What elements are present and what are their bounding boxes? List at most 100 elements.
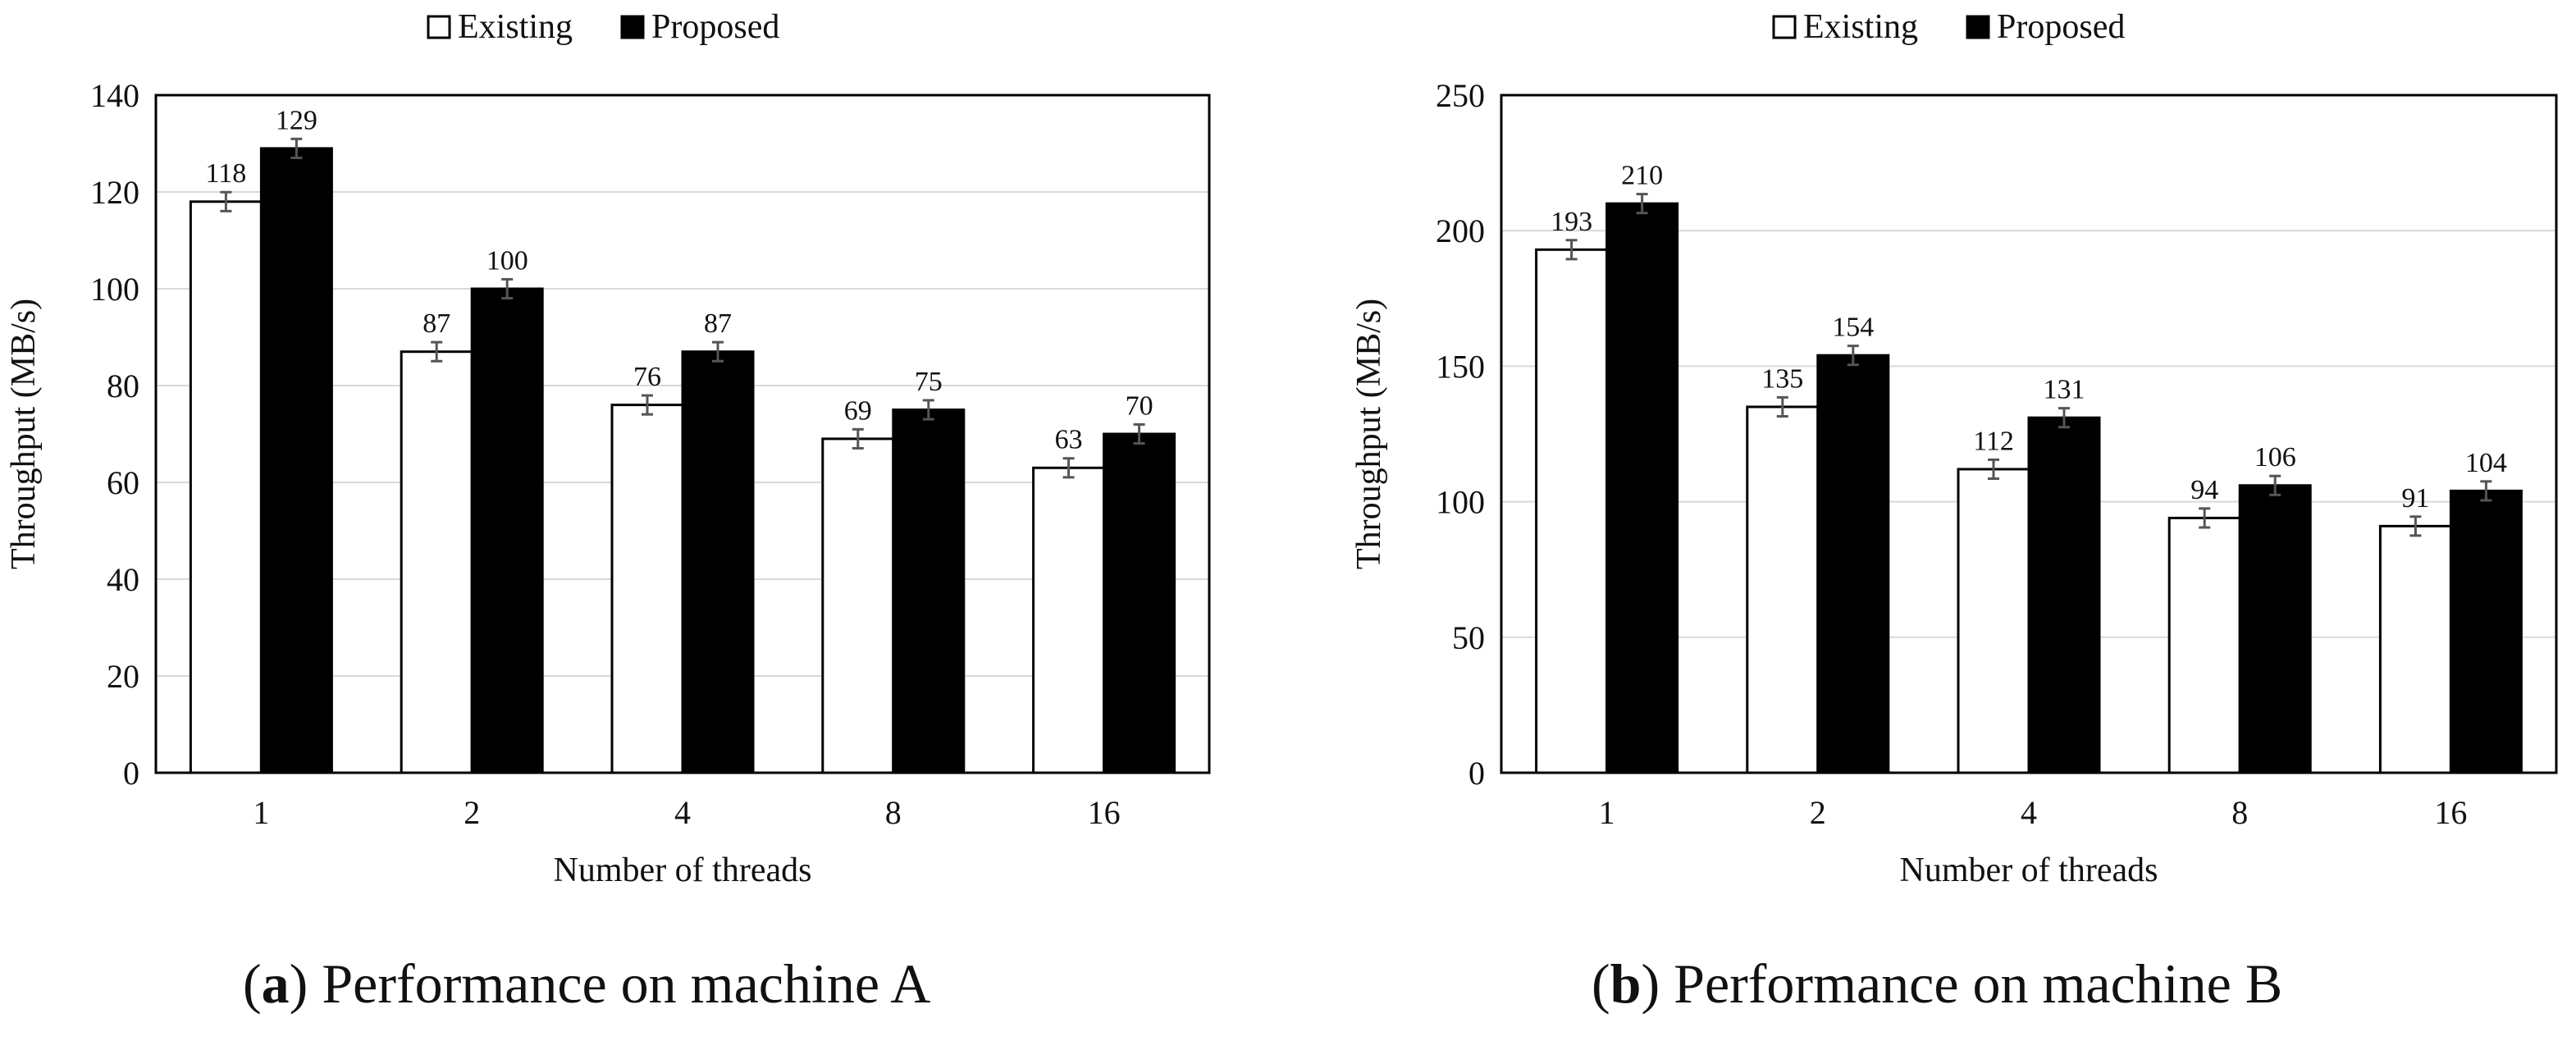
chart-b-y-tick-label: 250 <box>1436 77 1485 114</box>
chart-b-data-label: 91 <box>2401 483 2429 514</box>
chart-b-data-label: 154 <box>1832 313 1874 343</box>
chart-b-y-tick-label: 0 <box>1468 755 1485 792</box>
caption-a-text: Performance on machine A <box>322 952 931 1015</box>
chart-b-x-axis-label: Number of threads <box>1900 852 2158 889</box>
chart-a-y-tick-label: 40 <box>107 561 139 598</box>
chart-b-data-label: 131 <box>2044 375 2085 405</box>
chart-a-error-bar <box>220 190 232 212</box>
chart-b-y-axis-label: Throughput (MB/s) <box>1350 299 1388 569</box>
chart-a-legend-item-proposed: Proposed <box>620 8 779 46</box>
chart-b-legend-label-proposed: Proposed <box>1997 8 2125 46</box>
chart-b-x-tick-label: 1 <box>1599 794 1615 831</box>
chart-a-data-label: 76 <box>633 362 661 392</box>
caption-b-letter: b <box>1610 952 1642 1015</box>
chart-a-x-tick-label: 2 <box>464 794 480 831</box>
chart-b-data-label: 135 <box>1761 363 1803 394</box>
chart-b-x-tick-label: 2 <box>1810 794 1826 831</box>
chart-a-plot-frame <box>154 94 1211 774</box>
chart-a-error-bar <box>290 137 303 159</box>
chart-b-error-bar <box>2199 507 2211 529</box>
chart-a-legend-label-existing: Existing <box>458 8 573 46</box>
chart-a-legend: Existing Proposed <box>427 8 779 46</box>
chart-b-legend-swatch-existing <box>1772 15 1797 39</box>
caption-b-text: Performance on machine B <box>1674 952 2283 1015</box>
chart-b-error-bar <box>2058 407 2070 429</box>
chart-b-bar-proposed <box>2027 416 2101 774</box>
chart-a-y-tick-label: 100 <box>90 271 139 308</box>
chart-b-data-label: 112 <box>1973 426 2014 456</box>
chart-a-y-tick-label: 120 <box>90 174 139 211</box>
chart-a-legend-label-proposed: Proposed <box>651 8 779 46</box>
chart-b-data-label: 193 <box>1551 207 1592 237</box>
chart-b-bar-existing <box>2167 516 2241 774</box>
chart-b-bar-proposed <box>1605 202 1679 774</box>
chart-a-data-label: 87 <box>704 308 732 339</box>
chart-a-bar-existing <box>821 437 895 774</box>
chart-a-bar-existing <box>400 350 473 774</box>
chart-a-bar-existing <box>1032 466 1106 774</box>
chart-a-x-tick-label: 4 <box>674 794 691 831</box>
chart-a-bar-proposed <box>1103 432 1176 774</box>
chart-b-bar-existing <box>1746 405 1820 774</box>
chart-panel-a: 0 20 40 60 80 100 120 140 118 129 1 87 100 2 76 87 4 69 75… <box>5 8 1211 1015</box>
chart-a-error-bar <box>431 340 443 363</box>
chart-a-legend-swatch-proposed <box>620 15 645 39</box>
chart-b-error-bar <box>1776 395 1788 418</box>
chart-a-bar-existing <box>189 200 263 774</box>
chart-b-data-label: 94 <box>2190 475 2218 505</box>
chart-b-canvas: 0 50 100 150 200 250 193 210 1 135 154 2 112 131 4 94 10… <box>1350 8 2558 889</box>
chart-a-data-label: 118 <box>206 158 247 189</box>
chart-a-bar-proposed <box>470 287 544 774</box>
chart-a-bar-proposed <box>681 350 755 774</box>
caption-a-letter: a <box>261 952 290 1015</box>
chart-a-data-label: 87 <box>422 308 450 339</box>
chart-a-error-bar <box>642 394 653 416</box>
chart-a-x-tick-label: 8 <box>885 794 902 831</box>
chart-b-bar-existing <box>1957 468 2030 774</box>
chart-b-legend-label-existing: Existing <box>1803 8 1918 46</box>
chart-a-error-bar <box>852 427 864 450</box>
chart-b-y-tick-label: 100 <box>1436 484 1485 521</box>
chart-b-x-tick-label: 16 <box>2434 794 2467 831</box>
chart-a-bar-proposed <box>892 409 966 774</box>
chart-b-y-tick-label: 150 <box>1436 348 1485 385</box>
chart-b-bar-proposed <box>2449 489 2523 774</box>
chart-b-x-tick-label: 8 <box>2231 794 2248 831</box>
chart-a-y-tick-label: 80 <box>107 368 139 404</box>
chart-a-y-tick-label: 0 <box>123 755 139 792</box>
chart-a-legend-item-existing: Existing <box>427 8 573 46</box>
chart-b-y-tick-label: 50 <box>1452 619 1485 656</box>
chart-b-error-bar <box>2269 474 2281 496</box>
chart-a-canvas: 0 20 40 60 80 100 120 140 118 129 1 87 100 2 76 87 4 69 75… <box>5 8 1211 889</box>
chart-b-data-label: 210 <box>1621 161 1663 191</box>
chart-a-error-bar <box>1133 422 1145 445</box>
caption-a: (a) Performance on machine A <box>243 952 931 1015</box>
chart-a-data-label: 70 <box>1126 390 1153 421</box>
chart-b-bar-proposed <box>1816 354 1890 774</box>
chart-a-y-axis-label: Throughput (MB/s) <box>5 299 43 569</box>
chart-a-error-bar <box>922 399 934 421</box>
chart-b-legend-item-proposed: Proposed <box>1966 8 2125 46</box>
chart-b-bar-existing <box>1535 248 1609 774</box>
chart-b-error-bar <box>1565 239 1578 261</box>
chart-b-data-label: 106 <box>2254 442 2296 473</box>
chart-b-bar-proposed <box>2238 484 2312 774</box>
chart-a-y-tick-label: 140 <box>90 77 139 114</box>
chart-a-bar-proposed <box>259 147 333 774</box>
chart-a-x-axis-label: Number of threads <box>554 852 812 889</box>
chart-a-bar-existing <box>610 404 684 774</box>
chart-b-error-bar <box>2480 480 2492 502</box>
chart-a-data-label: 100 <box>486 245 528 276</box>
chart-a-data-label: 63 <box>1055 425 1083 455</box>
chart-b-legend-item-existing: Existing <box>1772 8 1918 46</box>
chart-a-x-tick-label: 16 <box>1088 794 1121 831</box>
chart-b-error-bar <box>2409 515 2422 537</box>
chart-a-y-tick-label: 60 <box>107 464 139 501</box>
chart-b-legend: Existing Proposed <box>1772 8 2125 46</box>
chart-b-error-bar <box>1988 458 1999 481</box>
chart-b-bar-existing <box>2378 524 2452 774</box>
chart-a-error-bar <box>1062 457 1075 479</box>
chart-a-y-tick-label: 20 <box>107 658 139 695</box>
chart-a-data-label: 75 <box>915 367 943 397</box>
chart-b-error-bar <box>1636 193 1648 215</box>
